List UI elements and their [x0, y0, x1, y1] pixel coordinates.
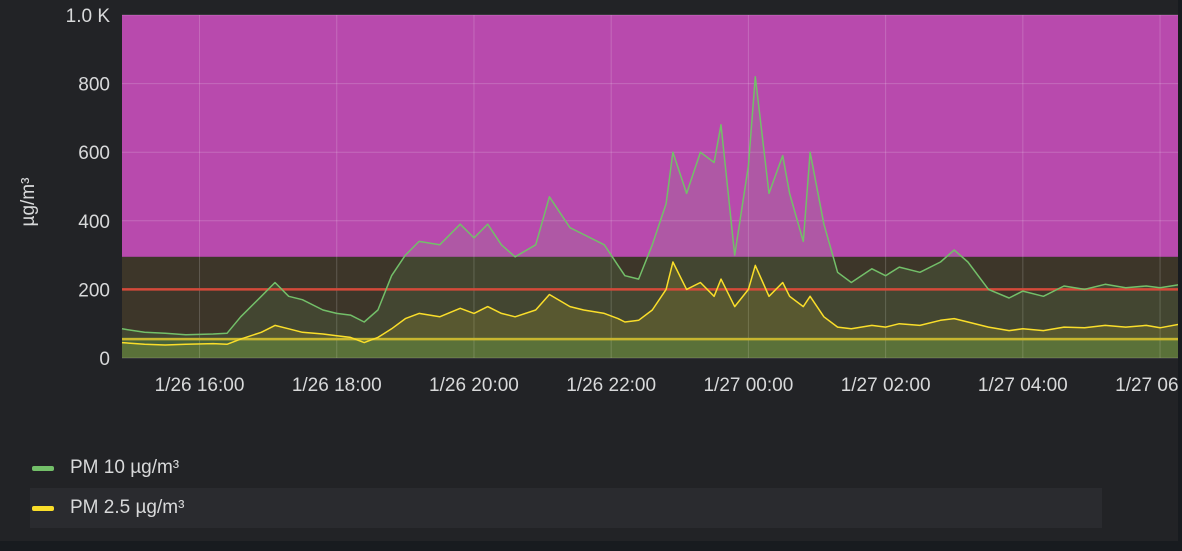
y-axis: 0 200 400 600 800 1.0 K: [66, 6, 111, 370]
panel-bottom-edge: [0, 541, 1182, 551]
threshold-band-0: [122, 337, 1182, 358]
legend-label-pm25: PM 2.5 µg/m³: [70, 497, 185, 518]
y-axis-label: µg/m³: [18, 178, 39, 227]
y-tick-label-5: 1.0 K: [66, 6, 111, 27]
series-area-1: [122, 262, 1182, 358]
grid-lines: [122, 14, 1182, 359]
x-tick-label-0: 1/26 16:00: [155, 375, 245, 396]
y-tick-label-0: 0: [99, 349, 110, 370]
x-tick-label-5: 1/27 02:00: [841, 375, 931, 396]
legend-item-pm10[interactable]: PM 10 µg/m³: [30, 448, 1102, 488]
x-tick-label-3: 1/26 22:00: [566, 375, 656, 396]
legend-swatch-pm10: [32, 465, 54, 471]
x-tick-label-2: 1/26 20:00: [429, 375, 519, 396]
panel-right-edge: [1178, 0, 1182, 551]
threshold-band-2: [122, 15, 1182, 257]
legend: PM 10 µg/m³ PM 2.5 µg/m³: [30, 448, 1102, 528]
y-tick-label-4: 800: [78, 75, 110, 96]
legend-swatch-pm25: [32, 505, 54, 511]
threshold-bands: [122, 15, 1182, 358]
x-tick-label-1: 1/26 18:00: [292, 375, 382, 396]
legend-item-pm25[interactable]: PM 2.5 µg/m³: [30, 488, 1102, 528]
x-tick-label-7: 1/27 06:00: [1115, 375, 1182, 396]
y-tick-label-2: 400: [78, 212, 110, 233]
y-tick-label-3: 600: [78, 143, 110, 164]
threshold-lines: [122, 288, 1182, 341]
x-tick-label-4: 1/27 00:00: [703, 375, 793, 396]
x-tick-label-6: 1/27 04:00: [978, 375, 1068, 396]
y-tick-label-1: 200: [78, 280, 110, 301]
series-lines: [121, 75, 1182, 346]
x-axis: 1/26 16:00 1/26 18:00 1/26 20:00 1/26 22:00…: [155, 375, 1182, 396]
series-line-1: [121, 261, 1182, 346]
legend-label-pm10: PM 10 µg/m³: [70, 457, 180, 478]
series-line-0: [121, 75, 1182, 336]
